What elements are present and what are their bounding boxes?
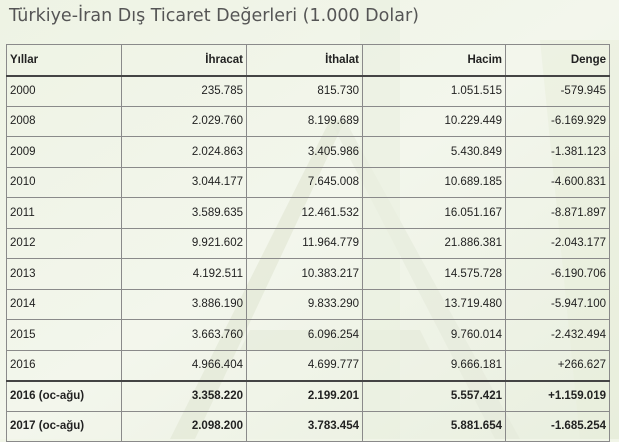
cell-year: 2012 bbox=[6, 227, 122, 259]
cell-exports: 2.098.200 bbox=[121, 410, 247, 442]
table-row: 2017 (oc-ağu) 2.098.200 3.783.454 5.881.654… bbox=[6, 410, 610, 442]
cell-balance: -1.685.254 bbox=[505, 410, 610, 442]
header-volume: Hacim bbox=[362, 44, 506, 77]
cell-exports: 9.921.602 bbox=[121, 227, 247, 259]
cell-exports: 3.663.760 bbox=[121, 319, 247, 351]
table-row: 2009 2.024.863 3.405.986 5.430.849 -1.381.12… bbox=[6, 136, 610, 168]
table-row: 2016 4.966.404 4.699.777 9.666.181 +266.627 bbox=[6, 349, 610, 381]
cell-volume: 5.881.654 bbox=[362, 410, 506, 442]
cell-year: 2015 bbox=[6, 319, 122, 351]
table-header-row: Yıllar İhracat İthalat Hacim Denge bbox=[6, 44, 610, 77]
table-row: 2013 4.192.511 10.383.217 14.575.728 -6.190.… bbox=[6, 258, 610, 290]
cell-volume: 1.051.515 bbox=[362, 75, 506, 107]
cell-exports: 3.589.635 bbox=[121, 197, 247, 229]
cell-exports: 3.358.220 bbox=[121, 379, 247, 412]
cell-balance: -1.381.123 bbox=[505, 136, 610, 168]
cell-year: 2013 bbox=[6, 258, 122, 290]
cell-volume: 9.760.014 bbox=[362, 319, 506, 351]
cell-year: 2000 bbox=[6, 75, 122, 107]
header-imports: İthalat bbox=[246, 44, 363, 77]
cell-exports: 2.024.863 bbox=[121, 136, 247, 168]
cell-year: 2016 bbox=[6, 349, 122, 381]
cell-volume: 5.557.421 bbox=[362, 379, 506, 412]
cell-year: 2011 bbox=[6, 197, 122, 229]
cell-imports: 12.461.532 bbox=[246, 197, 363, 229]
cell-imports: 8.199.689 bbox=[246, 105, 363, 137]
cell-balance: -5.947.100 bbox=[505, 288, 610, 320]
cell-imports: 6.096.254 bbox=[246, 319, 363, 351]
table-row: 2008 2.029.760 8.199.689 10.229.449 -6.169.9… bbox=[6, 105, 610, 137]
cell-exports: 4.192.511 bbox=[121, 258, 247, 290]
cell-imports: 10.383.217 bbox=[246, 258, 363, 290]
cell-imports: 7.645.008 bbox=[246, 166, 363, 198]
header-exports: İhracat bbox=[121, 44, 247, 77]
table-row: 2016 (oc-ağu) 3.358.220 2.199.201 5.557.421… bbox=[6, 379, 610, 412]
cell-year: 2009 bbox=[6, 136, 122, 168]
cell-year: 2016 (oc-ağu) bbox=[6, 379, 122, 412]
cell-imports: 11.964.779 bbox=[246, 227, 363, 259]
cell-year: 2010 bbox=[6, 166, 122, 198]
cell-imports: 2.199.201 bbox=[246, 379, 363, 412]
cell-year: 2017 (oc-ağu) bbox=[6, 410, 122, 442]
table-row: 2000 235.785 815.730 1.051.515 -579.945 bbox=[6, 75, 610, 107]
cell-balance: -2.432.494 bbox=[505, 319, 610, 351]
cell-volume: 10.229.449 bbox=[362, 105, 506, 137]
page-title: Türkiye-İran Dış Ticaret Değerleri (1.00… bbox=[9, 6, 419, 26]
cell-balance: -6.169.929 bbox=[505, 105, 610, 137]
cell-imports: 3.405.986 bbox=[246, 136, 363, 168]
table-row: 2011 3.589.635 12.461.532 16.051.167 -8.871.… bbox=[6, 197, 610, 229]
header-years: Yıllar bbox=[6, 44, 122, 77]
cell-exports: 3.044.177 bbox=[121, 166, 247, 198]
cell-exports: 235.785 bbox=[121, 75, 247, 107]
cell-volume: 14.575.728 bbox=[362, 258, 506, 290]
cell-balance: +1.159.019 bbox=[505, 379, 610, 412]
cell-year: 2014 bbox=[6, 288, 122, 320]
table-row: 2014 3.886.190 9.833.290 13.719.480 -5.947.1… bbox=[6, 288, 610, 320]
cell-exports: 4.966.404 bbox=[121, 349, 247, 381]
cell-volume: 10.689.185 bbox=[362, 166, 506, 198]
cell-imports: 3.783.454 bbox=[246, 410, 363, 442]
cell-balance: -6.190.706 bbox=[505, 258, 610, 290]
cell-volume: 21.886.381 bbox=[362, 227, 506, 259]
cell-exports: 3.886.190 bbox=[121, 288, 247, 320]
cell-exports: 2.029.760 bbox=[121, 105, 247, 137]
table-row: 2015 3.663.760 6.096.254 9.760.014 -2.432.49… bbox=[6, 319, 610, 351]
cell-year: 2008 bbox=[6, 105, 122, 137]
cell-balance: -2.043.177 bbox=[505, 227, 610, 259]
cell-imports: 4.699.777 bbox=[246, 349, 363, 381]
cell-volume: 5.430.849 bbox=[362, 136, 506, 168]
table-row: 2012 9.921.602 11.964.779 21.886.381 -2.043.… bbox=[6, 227, 610, 259]
cell-volume: 9.666.181 bbox=[362, 349, 506, 381]
table-row: 2010 3.044.177 7.645.008 10.689.185 -4.600.8… bbox=[6, 166, 610, 198]
header-balance: Denge bbox=[505, 44, 610, 77]
cell-volume: 13.719.480 bbox=[362, 288, 506, 320]
cell-balance: -579.945 bbox=[505, 75, 610, 107]
cell-imports: 815.730 bbox=[246, 75, 363, 107]
cell-balance: -4.600.831 bbox=[505, 166, 610, 198]
cell-balance: -8.871.897 bbox=[505, 197, 610, 229]
cell-volume: 16.051.167 bbox=[362, 197, 506, 229]
trade-table: Yıllar İhracat İthalat Hacim Denge 2000 2… bbox=[6, 44, 610, 442]
cell-balance: +266.627 bbox=[505, 349, 610, 381]
cell-imports: 9.833.290 bbox=[246, 288, 363, 320]
